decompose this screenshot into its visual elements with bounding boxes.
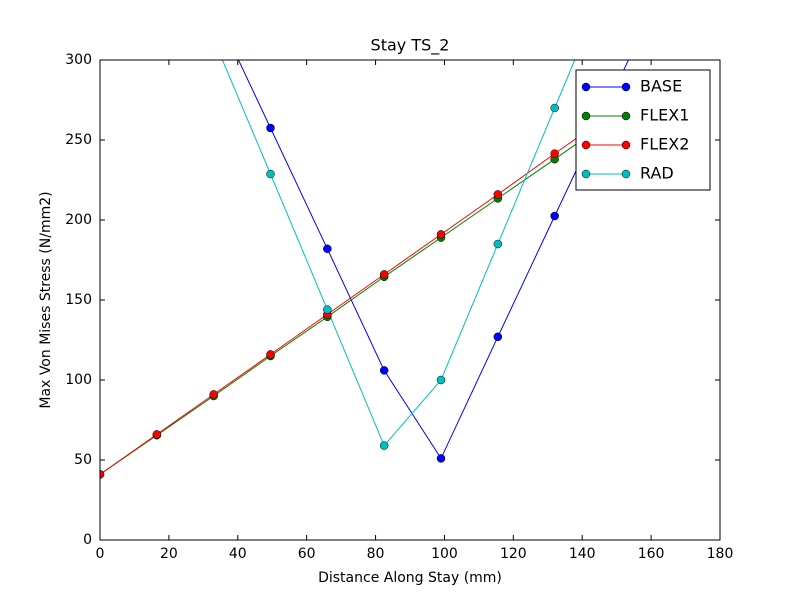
data-point <box>323 305 332 314</box>
y-tick-label: 300 <box>65 52 92 68</box>
data-point <box>209 390 218 399</box>
data-point <box>379 270 389 279</box>
data-point <box>436 375 446 385</box>
data-point <box>436 454 446 463</box>
data-point <box>550 103 559 113</box>
legend-label: RAD <box>640 164 674 183</box>
data-point <box>493 332 503 342</box>
legend-marker <box>621 169 631 179</box>
legend-label: BASE <box>640 77 682 96</box>
data-point <box>100 470 105 479</box>
x-axis-label: Distance Along Stay (mm) <box>318 570 502 586</box>
data-point <box>266 123 275 133</box>
legend-marker <box>581 111 591 121</box>
data-point <box>323 244 332 254</box>
y-axis-label: Max Von Mises Stress (N/mm2) <box>38 191 54 408</box>
y-tick-label: 0 <box>83 532 92 548</box>
series-line <box>221 60 576 447</box>
data-point <box>493 190 503 199</box>
legend-label: FLEX2 <box>640 135 689 154</box>
x-tick-label: 0 <box>96 546 105 562</box>
legend-marker <box>621 82 631 92</box>
data-point <box>550 149 559 158</box>
data-point <box>152 430 162 439</box>
data-point <box>436 230 446 239</box>
data-point <box>493 239 503 249</box>
legend-marker <box>581 169 591 179</box>
data-point <box>266 350 275 359</box>
data-point <box>550 211 559 221</box>
x-tick-label: 160 <box>638 546 665 562</box>
legend-label: FLEX1 <box>640 106 689 125</box>
plot-area <box>100 60 673 479</box>
x-tick-label: 120 <box>500 546 527 562</box>
y-tick-label: 100 <box>65 372 92 388</box>
data-point <box>379 366 389 375</box>
legend-marker <box>621 140 631 150</box>
y-tick-label: 250 <box>65 132 92 148</box>
x-tick-label: 60 <box>298 546 316 562</box>
y-tick-label: 50 <box>74 452 92 468</box>
x-tick-label: 180 <box>707 546 734 562</box>
x-tick-label: 140 <box>569 546 596 562</box>
x-tick-label: 100 <box>431 546 458 562</box>
y-tick-label: 200 <box>65 212 92 228</box>
x-tick-label: 40 <box>229 546 247 562</box>
legend-marker <box>581 140 591 150</box>
chart-title: Stay TS_2 <box>371 36 450 56</box>
legend-box <box>575 69 711 191</box>
y-tick-label: 150 <box>65 292 92 308</box>
legend-marker <box>621 111 631 121</box>
x-tick-label: 80 <box>367 546 385 562</box>
x-tick-label: 20 <box>160 546 178 562</box>
data-point <box>266 169 275 179</box>
data-point <box>379 441 389 450</box>
legend-marker <box>581 82 591 92</box>
